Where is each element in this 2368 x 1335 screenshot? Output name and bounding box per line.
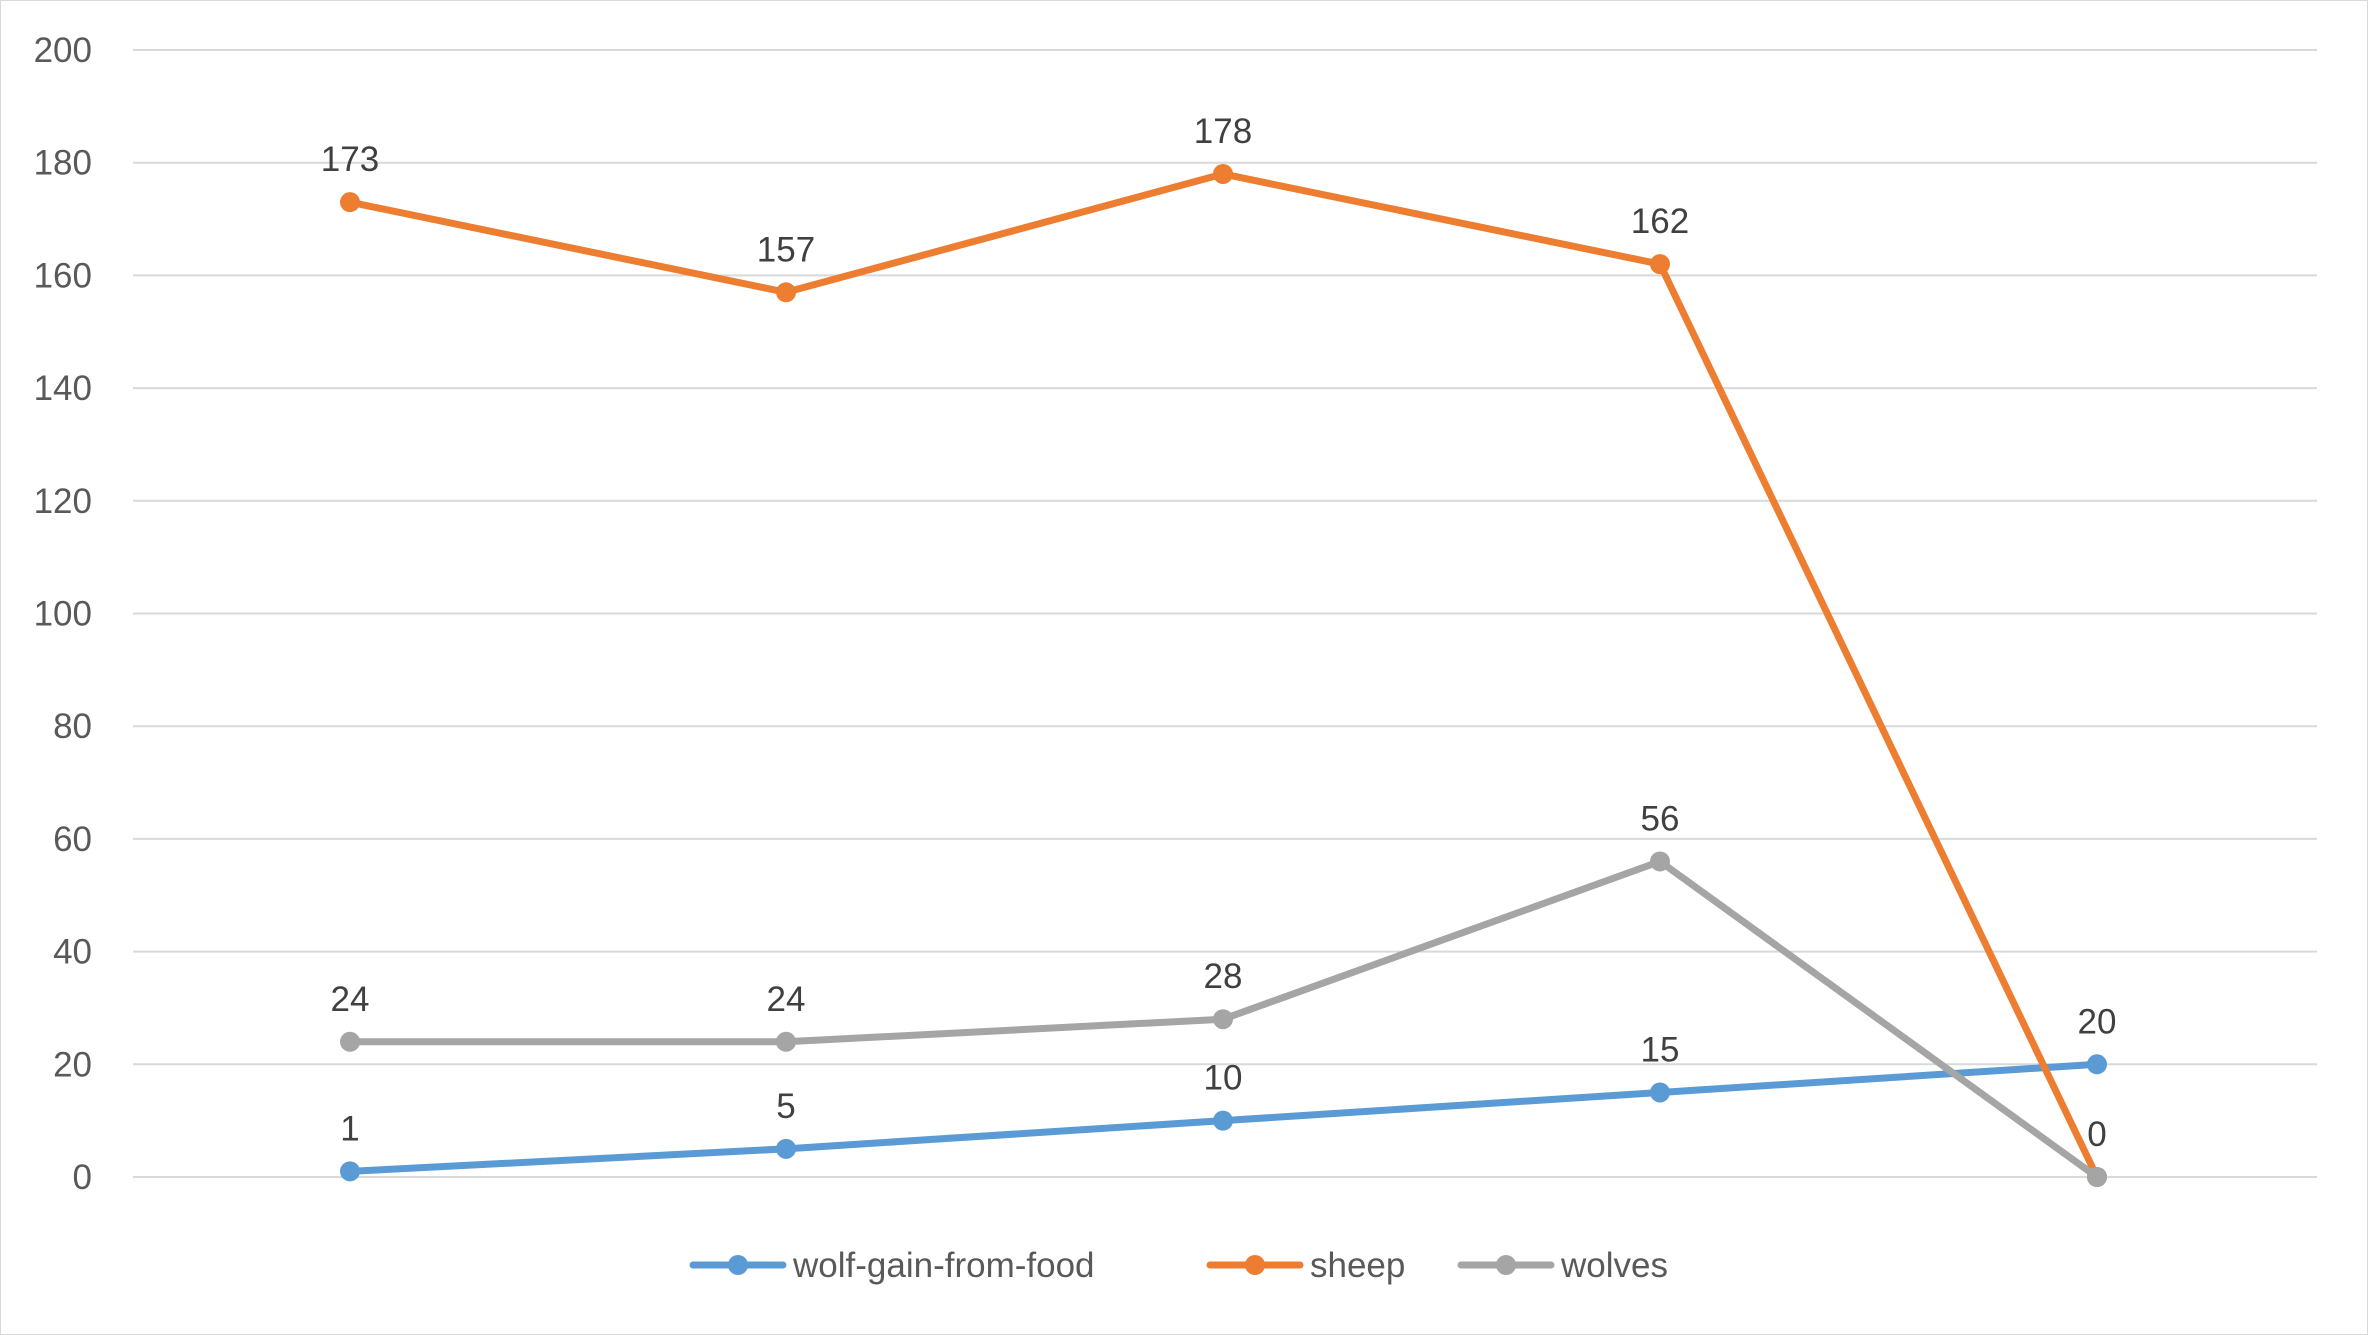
y-tick-label: 120 xyxy=(34,482,92,521)
data-label-wolf-gain-from-food: 15 xyxy=(1641,1030,1680,1069)
data-label-wolves: 56 xyxy=(1641,799,1680,838)
y-tick-label: 100 xyxy=(34,595,92,634)
y-tick-label: 20 xyxy=(53,1045,92,1084)
data-label-wolves: 0 xyxy=(2087,1115,2106,1154)
y-tick-label: 0 xyxy=(73,1158,92,1197)
y-tick-label: 140 xyxy=(34,369,92,408)
data-label-sheep: 162 xyxy=(1631,202,1689,241)
data-label-wolf-gain-from-food: 1 xyxy=(340,1109,359,1148)
legend: wolf-gain-from-food sheep wolves xyxy=(689,1246,1668,1285)
legend-swatch-marker xyxy=(1245,1255,1265,1275)
data-point-sheep xyxy=(1650,254,1670,275)
data-point-sheep xyxy=(1213,163,1233,184)
y-tick-label: 180 xyxy=(34,144,92,183)
data-label-sheep: 178 xyxy=(1194,112,1252,151)
data-point-wolf-gain-from-food xyxy=(340,1161,360,1182)
data-label-sheep: 173 xyxy=(321,140,379,179)
legend-item-wolf-gain-from-food: wolf-gain-from-food xyxy=(689,1246,1095,1285)
y-tick-label: 40 xyxy=(53,933,92,972)
data-point-wolf-gain-from-food xyxy=(1213,1110,1233,1131)
data-point-sheep xyxy=(340,192,360,213)
data-point-wolves xyxy=(2087,1167,2107,1187)
legend-swatch-marker xyxy=(728,1255,748,1275)
data-label-sheep: 157 xyxy=(757,230,815,269)
legend-item-sheep: sheep xyxy=(1206,1246,1405,1285)
data-label-wolves: 28 xyxy=(1204,957,1243,996)
data-label-wolf-gain-from-food: 5 xyxy=(776,1087,795,1126)
data-point-wolf-gain-from-food xyxy=(776,1138,796,1159)
y-tick-label: 60 xyxy=(53,820,92,859)
data-point-sheep xyxy=(776,282,796,303)
data-point-wolves xyxy=(1213,1009,1233,1030)
gridlines xyxy=(133,49,2317,1178)
legend-label: wolves xyxy=(1560,1246,1668,1285)
data-point-wolf-gain-from-food xyxy=(1650,1082,1670,1103)
y-tick-label: 160 xyxy=(34,256,92,295)
series-markers xyxy=(340,163,2107,1187)
data-point-wolves xyxy=(340,1031,360,1052)
legend-swatch-marker xyxy=(1496,1255,1516,1275)
data-point-wolf-gain-from-food xyxy=(2087,1054,2107,1075)
data-label-wolf-gain-from-food: 20 xyxy=(2078,1002,2117,1041)
data-label-wolves: 24 xyxy=(767,980,806,1019)
legend-label: wolf-gain-from-food xyxy=(792,1246,1095,1285)
y-tick-label: 80 xyxy=(53,707,92,746)
legend-item-wolves: wolves xyxy=(1457,1246,1668,1285)
data-point-wolves xyxy=(776,1031,796,1052)
legend-label: sheep xyxy=(1310,1246,1405,1285)
data-point-wolves xyxy=(1650,851,1670,872)
data-label-wolf-gain-from-food: 10 xyxy=(1204,1059,1243,1098)
data-label-wolves: 24 xyxy=(331,980,370,1019)
y-tick-label: 200 xyxy=(34,31,92,70)
y-axis-tick-labels: 0 20 40 60 80 100 120 140 160 180 200 xyxy=(34,31,92,1197)
